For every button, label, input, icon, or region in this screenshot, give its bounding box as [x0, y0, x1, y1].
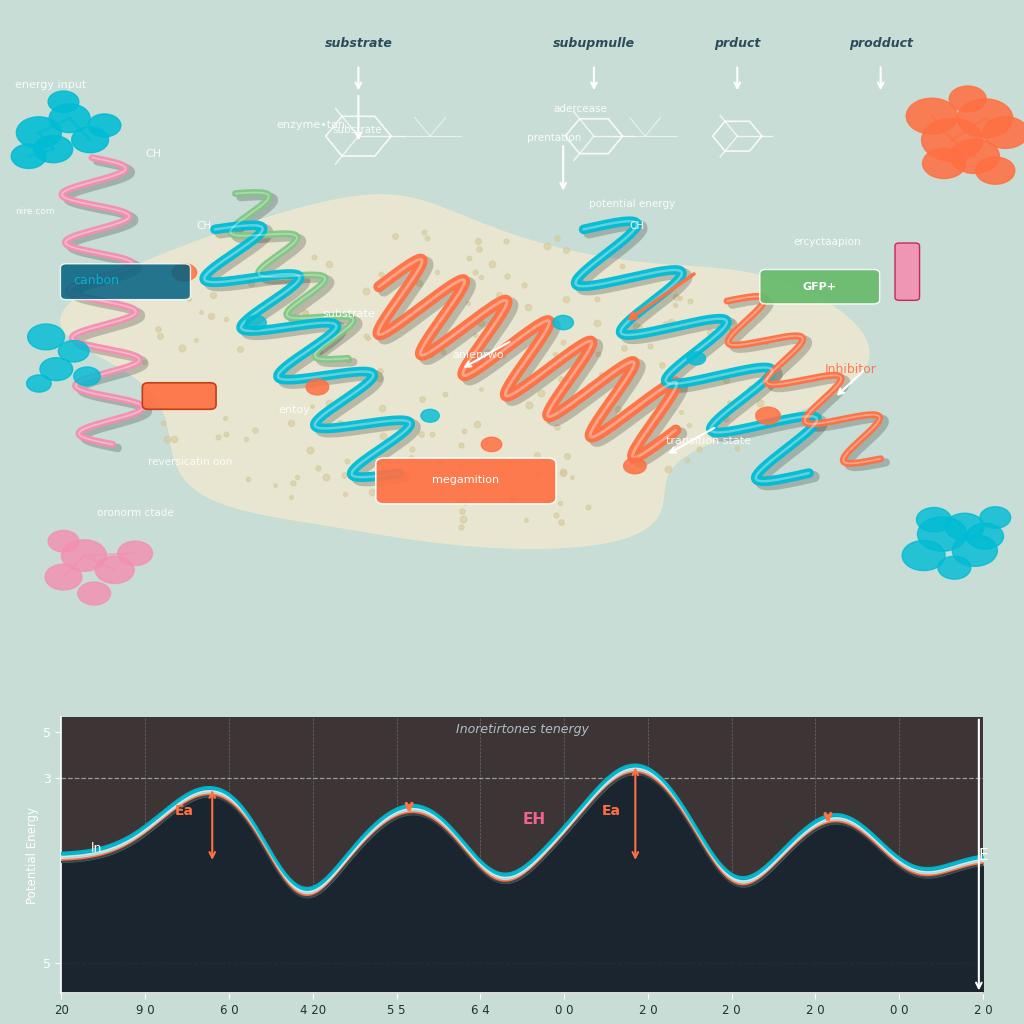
Text: substrate: substrate [333, 126, 382, 135]
Circle shape [952, 535, 997, 566]
Text: GFP+: GFP+ [802, 282, 837, 292]
Text: nire.com: nire.com [15, 207, 55, 216]
Text: enzyme•ton: enzyme•ton [276, 121, 345, 130]
Circle shape [980, 507, 1011, 528]
FancyBboxPatch shape [895, 243, 920, 300]
Circle shape [983, 117, 1024, 148]
Circle shape [95, 556, 134, 584]
Circle shape [45, 564, 82, 590]
Text: entoy: entoy [279, 406, 310, 415]
Text: Ea: Ea [602, 804, 621, 818]
Circle shape [923, 148, 966, 178]
Circle shape [687, 352, 706, 365]
Text: transition state: transition state [666, 436, 751, 445]
Circle shape [756, 408, 780, 424]
Circle shape [957, 99, 1013, 137]
Text: CH: CH [197, 221, 212, 230]
Text: prentation: prentation [527, 133, 582, 142]
Text: ln: ln [91, 842, 102, 855]
Circle shape [61, 540, 106, 571]
Text: oronorm ctade: oronorm ctade [97, 508, 174, 517]
Text: Inoretirtones tenergy: Inoretirtones tenergy [456, 723, 589, 735]
Circle shape [118, 541, 153, 565]
Text: E: E [979, 848, 988, 862]
Circle shape [27, 375, 51, 392]
Circle shape [48, 91, 79, 113]
Circle shape [916, 508, 951, 531]
Text: potential energy: potential energy [589, 200, 675, 209]
Text: energy input: energy input [15, 80, 87, 89]
Text: substrate: substrate [323, 309, 376, 318]
Text: CH: CH [145, 150, 162, 159]
Circle shape [481, 437, 502, 452]
Circle shape [967, 523, 1004, 549]
Circle shape [78, 582, 111, 605]
Circle shape [58, 341, 89, 362]
Text: megamition: megamition [432, 475, 500, 485]
Circle shape [950, 139, 999, 173]
Circle shape [172, 264, 197, 281]
Text: anienrwo: anienrwo [453, 350, 504, 359]
Circle shape [306, 379, 329, 395]
Circle shape [16, 117, 61, 148]
FancyBboxPatch shape [376, 458, 556, 504]
Circle shape [553, 315, 573, 330]
Text: ercyctaapion: ercyctaapion [794, 238, 861, 247]
Circle shape [922, 118, 983, 162]
Text: reversicatin oon: reversicatin oon [148, 458, 232, 467]
Polygon shape [60, 195, 869, 548]
Text: Inhibitor: Inhibitor [824, 362, 877, 376]
FancyBboxPatch shape [142, 383, 216, 410]
Circle shape [949, 86, 986, 112]
Text: EH: EH [522, 812, 546, 827]
Text: adercease: adercease [553, 104, 607, 114]
Circle shape [246, 315, 266, 330]
Circle shape [34, 135, 73, 163]
Text: canbon: canbon [74, 274, 120, 288]
Text: prodduct: prodduct [849, 37, 912, 49]
Circle shape [48, 530, 79, 552]
Circle shape [40, 357, 73, 381]
Circle shape [938, 556, 971, 580]
Circle shape [28, 324, 65, 350]
Circle shape [11, 144, 46, 169]
Y-axis label: Potential Energy: Potential Energy [26, 807, 39, 903]
Circle shape [88, 114, 121, 137]
FancyBboxPatch shape [0, 0, 1024, 93]
Circle shape [49, 104, 90, 133]
Circle shape [902, 541, 945, 570]
Text: Ea: Ea [174, 804, 194, 818]
Text: substrate: substrate [325, 37, 392, 49]
Circle shape [72, 127, 109, 153]
Text: CH: CH [630, 221, 645, 230]
Circle shape [918, 517, 967, 551]
Circle shape [421, 410, 439, 422]
Circle shape [624, 458, 646, 474]
Circle shape [906, 98, 957, 134]
Circle shape [74, 367, 100, 386]
Circle shape [976, 157, 1015, 184]
Text: subupmulle: subupmulle [553, 37, 635, 49]
FancyBboxPatch shape [760, 269, 880, 304]
FancyBboxPatch shape [60, 264, 190, 300]
Text: prduct: prduct [714, 37, 761, 49]
Circle shape [945, 513, 984, 541]
